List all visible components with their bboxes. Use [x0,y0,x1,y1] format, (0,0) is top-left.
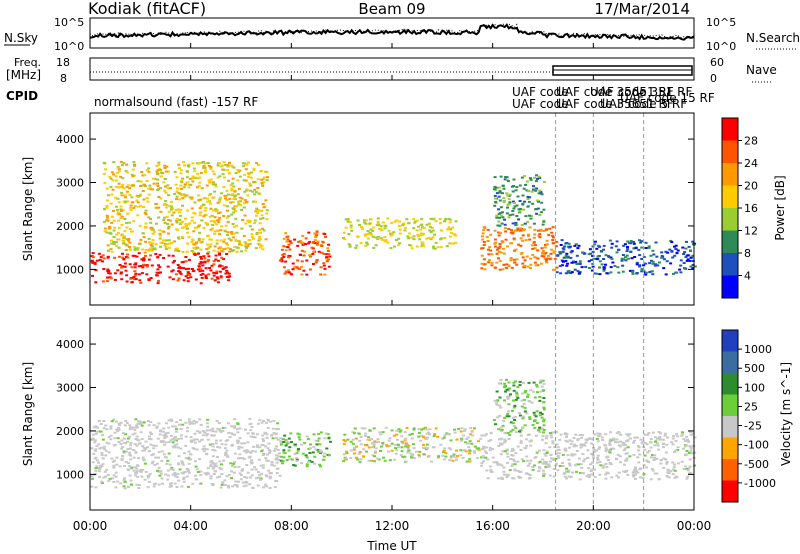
power-colorbar-swatch-0 [722,118,738,141]
power-colorbar-tick-6: 4 [744,270,751,283]
velocity-colorbar-tick-5: -100 [744,439,769,452]
x-tick-5: 20:00 [576,519,611,533]
power-colorbar-swatch-1 [722,140,738,164]
power-colorbar-tick-2: 20 [744,180,758,193]
cpid-segment-uaf-3: UAF code 35651 RF [556,85,674,99]
echo-region-2 [278,230,332,276]
nave-right-tick-bottom: 0 [710,72,717,85]
power-colorbar-tick-1: 24 [744,157,758,170]
nave-label: Nave [746,63,777,77]
velocity-colorbar-tick-0: 1000 [744,343,772,356]
noise-left-tick-top: 10^5 [54,16,84,29]
echo-region-2 [342,426,483,463]
beam-title: Beam 09 [358,0,425,18]
power-ylabel: Slant Range [km] [21,157,35,261]
freq-label-2: [MHz] [6,68,41,82]
echo-region-4 [493,378,546,433]
velocity-colorbar-tick-2: 100 [744,381,765,394]
date-title: 17/Mar/2014 [594,0,690,18]
cpid-overlap-1: UAF code 351 RF [590,85,693,99]
velocity-colorbar-tick-4: -25 [744,420,762,433]
power-colorbar-swatch-3 [722,185,738,209]
noise-sky-label: N.Sky [4,31,38,45]
velocity-colorbar-tick-3: 25 [744,400,758,413]
velocity-colorbar-tick-6: -500 [744,458,769,471]
station-title: Kodiak (fitACF) [88,0,206,18]
freq-left-tick-top: 18 [56,56,70,69]
noise-right-tick-top: 10^5 [706,16,736,29]
velocity-ytick-3: 4000 [56,338,84,351]
power-colorbar-tick-0: 28 [744,135,758,148]
frequency-panel: Freq. [MHz] 18 8 60 0 Nave [6,56,777,85]
x-axis-label: Time UT [366,539,417,553]
velocity-ylabel: Slant Range [km] [21,362,35,466]
power-colorbar-tick-4: 12 [744,225,758,238]
velocity-colorbar-tick-7: -1000 [744,477,776,490]
power-ytick-0: 1000 [56,263,84,276]
noise-search-label: N.Search [746,31,800,45]
velocity-panel: 1000 2000 3000 4000 Slant Range [km] [21,317,697,511]
echo-region-5 [492,174,546,227]
velocity-colorbar-swatch-3 [722,394,738,417]
x-axis: 00:00 04:00 08:00 12:00 16:00 20:00 00:00 [73,43,712,533]
velocity-ytick-0: 1000 [56,468,84,481]
velocity-colorbar-label: Velocity [m s^-1] [779,362,793,466]
velocity-colorbar-swatch-5 [722,437,738,460]
velocity-colorbar-swatch-0 [722,330,738,352]
cpid-segment-uaf-2: UAF code [512,97,569,111]
power-colorbar-label: Power [dB] [773,175,787,240]
echo-region-3 [342,217,458,250]
echo-region-0 [90,417,282,490]
cpid-overlap-2: UAF code 5 RF [600,97,687,111]
power-colorbar-tick-3: 16 [744,202,758,215]
velocity-ytick-2: 3000 [56,382,84,395]
echo-region-0 [90,252,232,285]
echo-region-3 [480,431,697,481]
power-colorbar-swatch-4 [722,208,738,231]
noise-left-tick-bottom: 10^0 [54,40,84,53]
power-colorbar-swatch-7 [722,275,738,299]
echo-region-6 [555,239,697,276]
velocity-colorbar: 1000 500 100 25 -25 -100 -500 -1000 Velocity [m… [721,329,793,503]
velocity-colorbar-swatch-2 [722,373,738,395]
velocity-ytick-1: 2000 [56,425,84,438]
x-tick-4: 16:00 [475,519,510,533]
power-ytick-3: 4000 [56,133,84,146]
cpid-overlap-3: UAF code 15 RF [620,91,715,105]
x-tick-0: 00:00 [73,519,108,533]
cpid-segment-normalsound: normalsound (fast) -157 RF [94,95,258,109]
velocity-colorbar-swatch-1 [722,351,738,374]
freq-left-tick-bottom: 8 [60,72,67,85]
noise-panel: N.Sky 10^5 10^0 10^5 10^0 N.Search [4,16,800,53]
nave-right-tick-top: 60 [710,56,724,69]
echo-region-1 [102,160,269,254]
power-colorbar-tick-5: 8 [744,247,751,260]
velocity-colorbar-swatch-7 [722,480,738,503]
power-colorbar-swatch-6 [722,253,738,276]
velocity-colorbar-swatch-4 [722,416,738,438]
echo-region-1 [279,431,332,468]
power-panel: 1000 2000 3000 4000 Slant Range [km] [21,112,697,306]
echo-region-4 [480,226,559,271]
cpid-row: CPID normalsound (fast) -157 RF UAF code… [6,85,715,111]
x-tick-1: 04:00 [173,519,208,533]
velocity-colorbar-swatch-6 [722,459,738,481]
freq-label-1: Freq. [14,56,41,69]
power-ytick-2: 3000 [56,177,84,190]
x-tick-2: 08:00 [274,519,309,533]
velocity-colorbar-tick-1: 500 [744,362,765,375]
x-tick-3: 12:00 [375,519,410,533]
cpid-segment-uaf-1: UAF code [512,85,569,99]
x-tick-6: 00:00 [677,519,712,533]
power-ytick-1: 2000 [56,220,84,233]
cpid-label: CPID [6,89,38,103]
cpid-segment-uaf-4: UAF code 35651 RF [556,97,674,111]
power-colorbar-swatch-2 [722,163,738,186]
noise-right-tick-bottom: 10^0 [706,40,736,53]
power-colorbar-swatch-5 [722,230,738,254]
power-colorbar: 28 24 20 16 12 8 4 Power [dB] [721,117,787,299]
